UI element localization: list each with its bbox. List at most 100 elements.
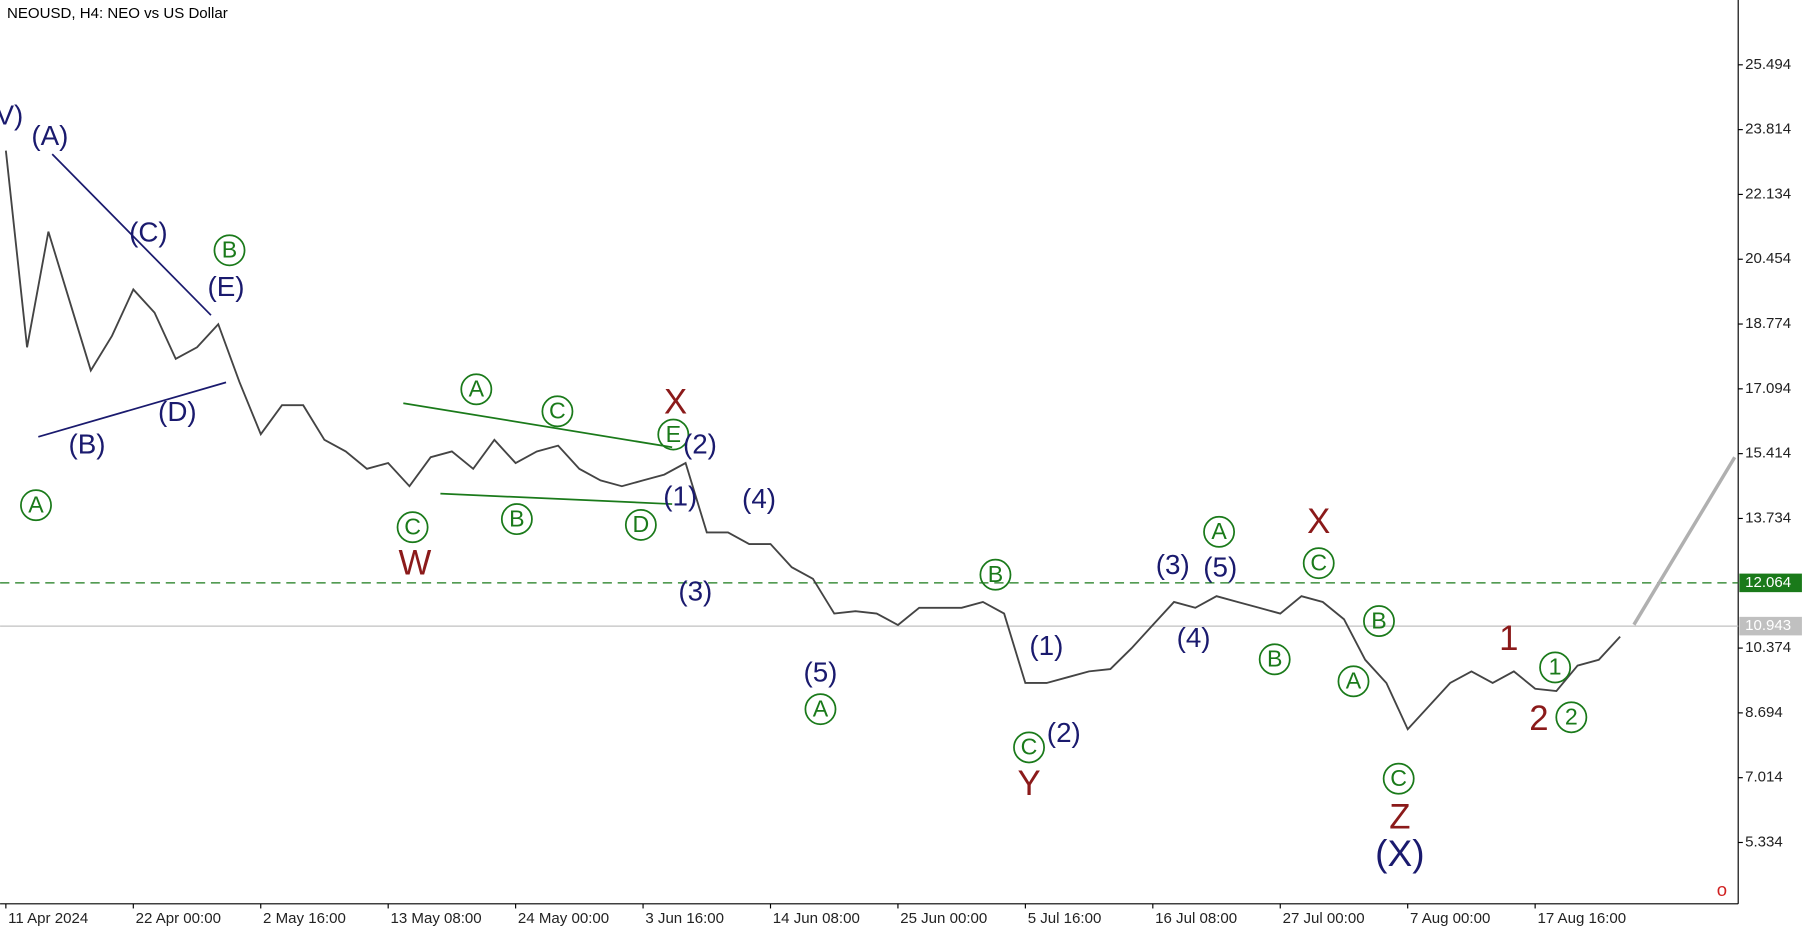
wave-circle xyxy=(1258,643,1291,676)
x-tick-label: 13 May 08:00 xyxy=(391,910,482,927)
wave-circle xyxy=(541,395,574,428)
wave-circle xyxy=(1363,605,1395,638)
y-tick-label: 7.014 xyxy=(1745,769,1783,786)
wave-label: (E) xyxy=(207,271,244,302)
wave-label: (1) xyxy=(1029,630,1063,661)
wave-label: C xyxy=(1310,549,1327,575)
x-tick-label: 16 Jul 08:00 xyxy=(1155,910,1237,927)
y-tick-label: 23.814 xyxy=(1745,121,1791,138)
wave-circle xyxy=(624,508,657,541)
x-tick-label: 22 Apr 00:00 xyxy=(136,910,221,927)
wave-label: B xyxy=(222,237,237,263)
wave-label: A xyxy=(1211,518,1227,544)
y-tick-label: 18.774 xyxy=(1745,315,1791,332)
wave-label: C xyxy=(404,514,421,540)
x-tick-label: 7 Aug 00:00 xyxy=(1410,910,1490,927)
wave-label: V) xyxy=(0,99,23,130)
wave-label: (2) xyxy=(683,428,717,459)
x-tick-label: 3 Jun 16:00 xyxy=(645,910,724,927)
wave-circle xyxy=(500,503,533,536)
wave-label: 2 xyxy=(1529,700,1548,738)
wave-label: X xyxy=(1307,503,1330,541)
y-tick-label: 8.694 xyxy=(1745,704,1783,721)
forecast-line xyxy=(1632,456,1737,626)
wave-label: B xyxy=(1371,607,1386,633)
wave-label: (C) xyxy=(129,216,168,247)
wave-label: (4) xyxy=(742,483,776,514)
wave-label: 2 xyxy=(1565,704,1578,730)
icon[interactable]: o xyxy=(1717,879,1727,900)
y-tick-label: 25.494 xyxy=(1745,56,1791,73)
wave-label: C xyxy=(1021,734,1038,760)
wave-label: A xyxy=(1346,668,1362,694)
wave-label: A xyxy=(28,491,44,517)
wave-label: W xyxy=(398,545,431,583)
wave-label: Z xyxy=(1389,798,1410,836)
wave-label: C xyxy=(1390,765,1407,791)
wave-label: A xyxy=(813,695,829,721)
wave-circle xyxy=(657,418,690,451)
y-tick-label: 13.734 xyxy=(1745,509,1791,526)
wave-label: (1) xyxy=(663,481,697,512)
wave-circle xyxy=(1539,651,1572,684)
x-tick-label: 27 Jul 00:00 xyxy=(1283,910,1365,927)
wave-label: (2) xyxy=(1047,717,1081,748)
wave-circle xyxy=(1382,762,1415,795)
wave-circle xyxy=(1013,731,1045,764)
wave-label: B xyxy=(1267,646,1282,672)
wave-circle xyxy=(979,558,1012,591)
wave-label: Y xyxy=(1017,765,1040,803)
wave-label: 1 xyxy=(1549,654,1562,680)
wave-label: (X) xyxy=(1375,832,1424,874)
wave-circle xyxy=(1555,701,1588,734)
y-tick-label: 15.414 xyxy=(1745,445,1791,462)
y-tick-label: 5.334 xyxy=(1745,833,1783,850)
trendlines xyxy=(38,153,673,505)
wave-label: (3) xyxy=(678,576,712,607)
wave-label: (A) xyxy=(31,120,68,151)
y-tick-label: 17.094 xyxy=(1745,380,1791,397)
y-tick-label: 22.134 xyxy=(1745,185,1791,202)
wave-circle xyxy=(804,693,837,726)
wave-label: (D) xyxy=(158,396,197,427)
price-level-label: 10.943 xyxy=(1745,617,1791,634)
wave-label: 1 xyxy=(1499,620,1518,658)
x-tick-label: 25 Jun 00:00 xyxy=(900,910,987,927)
wave-circle xyxy=(1337,665,1370,698)
wave-label: (5) xyxy=(1203,551,1237,582)
wave-label: D xyxy=(632,511,649,537)
wave-label: A xyxy=(469,376,485,402)
price-level-tag xyxy=(1739,573,1802,593)
wave-label: B xyxy=(988,561,1003,587)
x-tick-label: 17 Aug 16:00 xyxy=(1537,910,1626,927)
wave-label: E xyxy=(666,421,681,447)
wave-label: B xyxy=(509,505,524,531)
wave-circle xyxy=(1203,515,1236,548)
chart-title: NEOUSD, H4: NEO vs US Dollar xyxy=(7,5,228,22)
x-tick-label: 14 Jun 08:00 xyxy=(773,910,860,927)
wave-label: (5) xyxy=(803,657,837,688)
wave-label: (3) xyxy=(1156,549,1190,580)
trendline xyxy=(51,153,212,316)
wave-circle xyxy=(396,511,429,544)
wave-label: (B) xyxy=(68,428,105,459)
price-line xyxy=(4,150,1621,731)
wave-circle xyxy=(213,234,246,267)
trendline xyxy=(403,402,673,449)
y-tick-label: 10.374 xyxy=(1745,639,1791,656)
wave-label: (4) xyxy=(1177,622,1211,653)
trendline xyxy=(440,492,673,505)
trendline xyxy=(38,381,227,438)
x-tick-label: 11 Apr 2024 xyxy=(8,910,88,927)
wave-label: X xyxy=(664,384,687,422)
wave-label: C xyxy=(549,398,566,424)
x-tick-label: 24 May 00:00 xyxy=(518,910,609,927)
x-tick-label: 5 Jul 16:00 xyxy=(1028,910,1102,927)
y-tick-label: 20.454 xyxy=(1745,250,1791,267)
x-tick-label: 2 May 16:00 xyxy=(263,910,346,927)
wave-circle xyxy=(1302,547,1335,580)
wave-circle xyxy=(20,489,52,522)
